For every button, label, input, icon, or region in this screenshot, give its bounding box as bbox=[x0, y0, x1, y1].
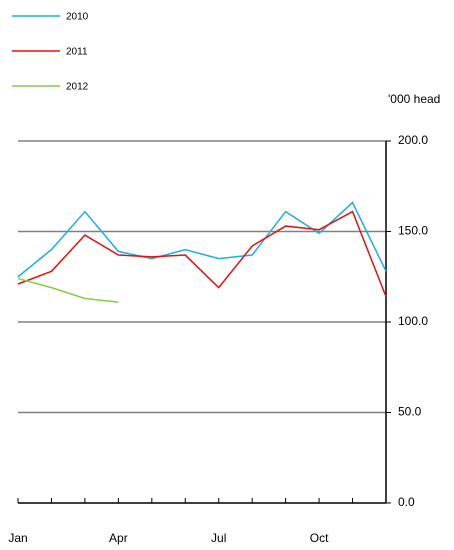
x-tick-label: Jul bbox=[211, 531, 226, 545]
series-line bbox=[17, 277, 119, 303]
y-tick-label: 200.0 bbox=[398, 133, 428, 147]
legend-label: 2010 bbox=[66, 12, 89, 23]
series-line bbox=[17, 201, 387, 278]
x-tick-label: Jan bbox=[8, 531, 27, 545]
y-tick-label: 0.0 bbox=[398, 495, 415, 509]
y-tick-label: 100.0 bbox=[398, 314, 428, 328]
x-tick-label: Apr bbox=[109, 531, 128, 545]
y-tick-label: 50.0 bbox=[398, 405, 422, 419]
y-tick-label: 150.0 bbox=[398, 224, 428, 238]
legend-label: 2011 bbox=[66, 47, 88, 58]
x-tick-label: Oct bbox=[310, 531, 329, 545]
legend-label: 2012 bbox=[66, 82, 89, 93]
series-line bbox=[17, 210, 387, 297]
y-unit-label: '000 head bbox=[388, 92, 440, 106]
